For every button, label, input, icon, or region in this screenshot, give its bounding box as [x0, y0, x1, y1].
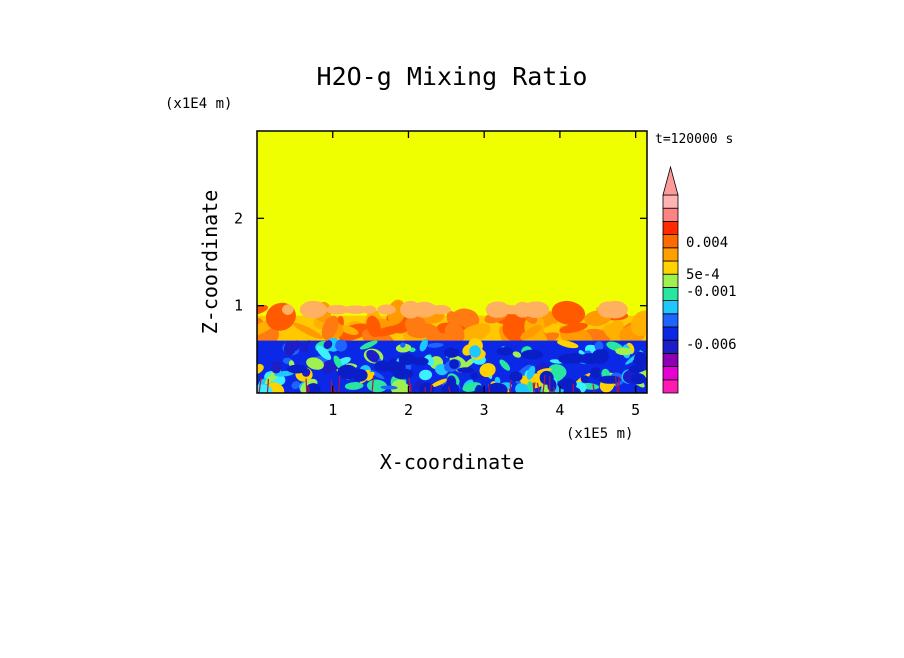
surface-streak	[308, 387, 309, 393]
plume-tip	[602, 301, 628, 319]
colorbar-swatch	[663, 301, 678, 314]
colorbar-swatch	[663, 195, 678, 208]
time-label: t=120000 s	[655, 132, 733, 147]
dense-core	[563, 353, 586, 364]
dense-core	[444, 347, 459, 357]
plume-tip	[527, 302, 546, 317]
x-tick-label: 3	[480, 401, 489, 419]
dense-core	[474, 385, 483, 399]
dense-core	[308, 384, 318, 398]
colorbar-swatch	[663, 314, 678, 327]
x-tick-label: 5	[631, 401, 640, 419]
surface-streak	[431, 384, 432, 393]
colorbar-swatch	[663, 274, 678, 287]
dense-core	[457, 367, 474, 373]
dense-core	[287, 365, 307, 374]
colorbar-swatch	[663, 221, 678, 234]
surface-streak	[334, 386, 335, 393]
plume-tip	[377, 305, 396, 315]
y-tick-label: 1	[234, 297, 243, 315]
colorbar-swatch	[663, 340, 678, 353]
y-axis-label: Z-coordinate	[198, 190, 222, 335]
colorbar-swatch	[663, 380, 678, 393]
colorbar-label: 5e-4	[686, 267, 720, 283]
colorbar-swatch	[663, 353, 678, 366]
dense-core	[521, 350, 543, 360]
colorbar-extension	[663, 167, 678, 195]
plume-tip	[282, 305, 293, 314]
colorbar-label: 0.004	[686, 235, 728, 251]
x-tick-label: 2	[404, 401, 413, 419]
dense-core	[581, 375, 589, 382]
dense-core	[634, 352, 646, 367]
colorbar-swatch	[663, 287, 678, 300]
dense-core	[470, 372, 478, 379]
x-tick-label: 4	[555, 401, 564, 419]
colorbar-label: -0.006	[686, 337, 737, 353]
x-tick-label: 1	[328, 401, 337, 419]
colorbar-label: -0.001	[686, 284, 737, 300]
dense-core	[590, 367, 601, 379]
dense-core	[509, 371, 522, 381]
plume-tip	[491, 302, 509, 318]
contour-field	[243, 131, 659, 403]
x-unit-label: (x1E5 m)	[566, 426, 633, 442]
colorbar-swatch	[663, 367, 678, 380]
colorbar-swatch	[663, 235, 678, 248]
dense-core	[630, 373, 645, 384]
dense-core	[374, 361, 391, 372]
plume-tip	[363, 306, 377, 314]
y-unit-label: (x1E4 m)	[165, 96, 232, 112]
dense-core	[441, 382, 459, 396]
colorbar-swatch	[663, 208, 678, 221]
colorbar: 0.004 5e-4-0.001 -0.006	[663, 167, 737, 393]
dense-core	[353, 369, 368, 382]
surface-streak	[306, 379, 307, 393]
dense-core	[599, 376, 621, 384]
plume-tip	[300, 301, 327, 319]
chart-title: H2O-g Mixing Ratio	[317, 62, 588, 91]
plume-tip	[431, 305, 451, 314]
y-tick-label: 2	[234, 209, 243, 227]
colorbar-swatch	[663, 248, 678, 261]
plume-tip	[326, 305, 349, 315]
x-axis-label: X-coordinate	[380, 450, 525, 474]
colorbar-swatch	[663, 327, 678, 340]
dense-core	[449, 359, 459, 369]
dense-core	[496, 347, 513, 356]
colorbar-swatch	[663, 261, 678, 274]
plume-tip	[400, 301, 421, 319]
dense-core	[399, 354, 416, 365]
dense-core	[592, 349, 608, 364]
dense-core	[547, 379, 556, 392]
